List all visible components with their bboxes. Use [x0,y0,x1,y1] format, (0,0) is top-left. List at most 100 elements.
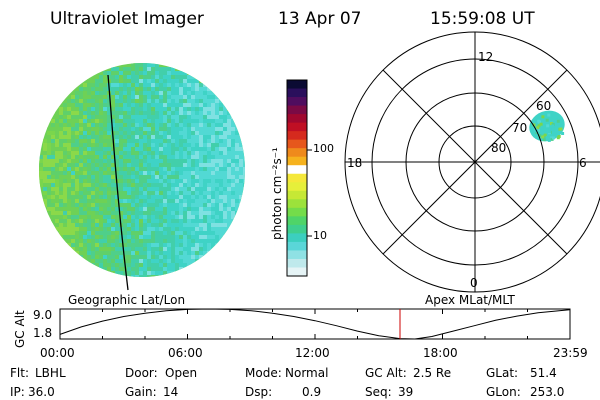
image-pixel [163,251,167,255]
image-pixel [99,123,103,127]
image-pixel [203,207,207,211]
image-pixel [143,275,147,277]
image-pixel [199,171,203,175]
image-pixel [111,163,115,167]
image-pixel [91,263,95,267]
image-pixel [71,239,75,243]
image-pixel [71,207,75,211]
image-pixel [203,115,207,119]
image-pixel [111,251,115,255]
image-pixel [139,159,143,163]
image-pixel [111,111,115,115]
image-pixel [135,71,139,75]
image-pixel [231,151,235,155]
image-pixel [115,119,119,123]
image-pixel [123,251,127,255]
image-pixel [151,231,155,235]
mlt-label-18: 18 [347,156,362,170]
image-pixel [131,139,135,143]
image-pixel [47,159,51,163]
image-pixel [111,183,115,187]
image-pixel [79,207,83,211]
image-pixel [175,271,179,275]
image-pixel [147,219,151,223]
image-pixel [239,135,243,139]
image-pixel [87,183,91,187]
image-pixel [67,115,71,119]
image-pixel [211,227,215,231]
image-pixel [175,87,179,91]
image-pixel [183,203,187,207]
image-pixel [175,83,179,87]
image-pixel [235,167,239,171]
image-pixel [67,135,71,139]
image-pixel [171,243,175,247]
image-pixel [179,171,183,175]
image-pixel [131,227,135,231]
image-pixel [191,139,195,143]
image-pixel [147,151,151,155]
image-pixel [127,227,131,231]
image-pixel [147,83,151,87]
image-pixel [231,163,235,167]
image-pixel [207,199,211,203]
image-pixel [179,151,183,155]
image-pixel [87,115,91,119]
image-pixel [179,251,183,255]
image-pixel [83,175,87,179]
image-pixel [83,87,87,91]
image-pixel [231,195,235,199]
image-pixel [239,131,243,135]
image-pixel [143,195,147,199]
image-pixel [191,159,195,163]
image-pixel [171,155,175,159]
image-pixel [131,107,135,111]
image-pixel [235,191,239,195]
color-bar-segment [287,216,307,226]
image-pixel [199,187,203,191]
image-pixel [135,263,139,267]
image-pixel [215,235,219,239]
image-pixel [223,163,227,167]
image-pixel [143,91,147,95]
image-pixel [155,71,159,75]
image-pixel [147,171,151,175]
image-pixel [83,243,87,247]
image-pixel [223,203,227,207]
image-pixel [51,171,55,175]
image-pixel [203,179,207,183]
image-pixel [59,143,63,147]
image-pixel [87,155,91,159]
image-pixel [215,131,219,135]
image-pixel [123,175,127,179]
image-pixel [51,123,55,127]
image-pixel [199,155,203,159]
image-pixel [239,163,243,167]
image-pixel [227,139,231,143]
image-pixel [151,107,155,111]
image-pixel [151,115,155,119]
image-pixel [71,211,75,215]
image-pixel [207,243,211,247]
image-pixel [71,155,75,159]
image-pixel [139,191,143,195]
image-pixel [135,179,139,183]
image-pixel [43,147,47,151]
image-pixel [83,247,87,251]
image-pixel [87,247,91,251]
image-pixel [179,79,183,83]
image-pixel [219,115,223,119]
image-pixel [143,155,147,159]
image-pixel [67,143,71,147]
image-pixel [243,159,245,163]
image-pixel [75,103,79,107]
image-pixel [199,143,203,147]
image-pixel [51,199,55,203]
image-pixel [171,235,175,239]
image-pixel [215,191,219,195]
image-pixel [143,187,147,191]
image-pixel [199,111,203,115]
image-pixel [227,183,231,187]
image-pixel [215,179,219,183]
image-pixel [179,179,183,183]
